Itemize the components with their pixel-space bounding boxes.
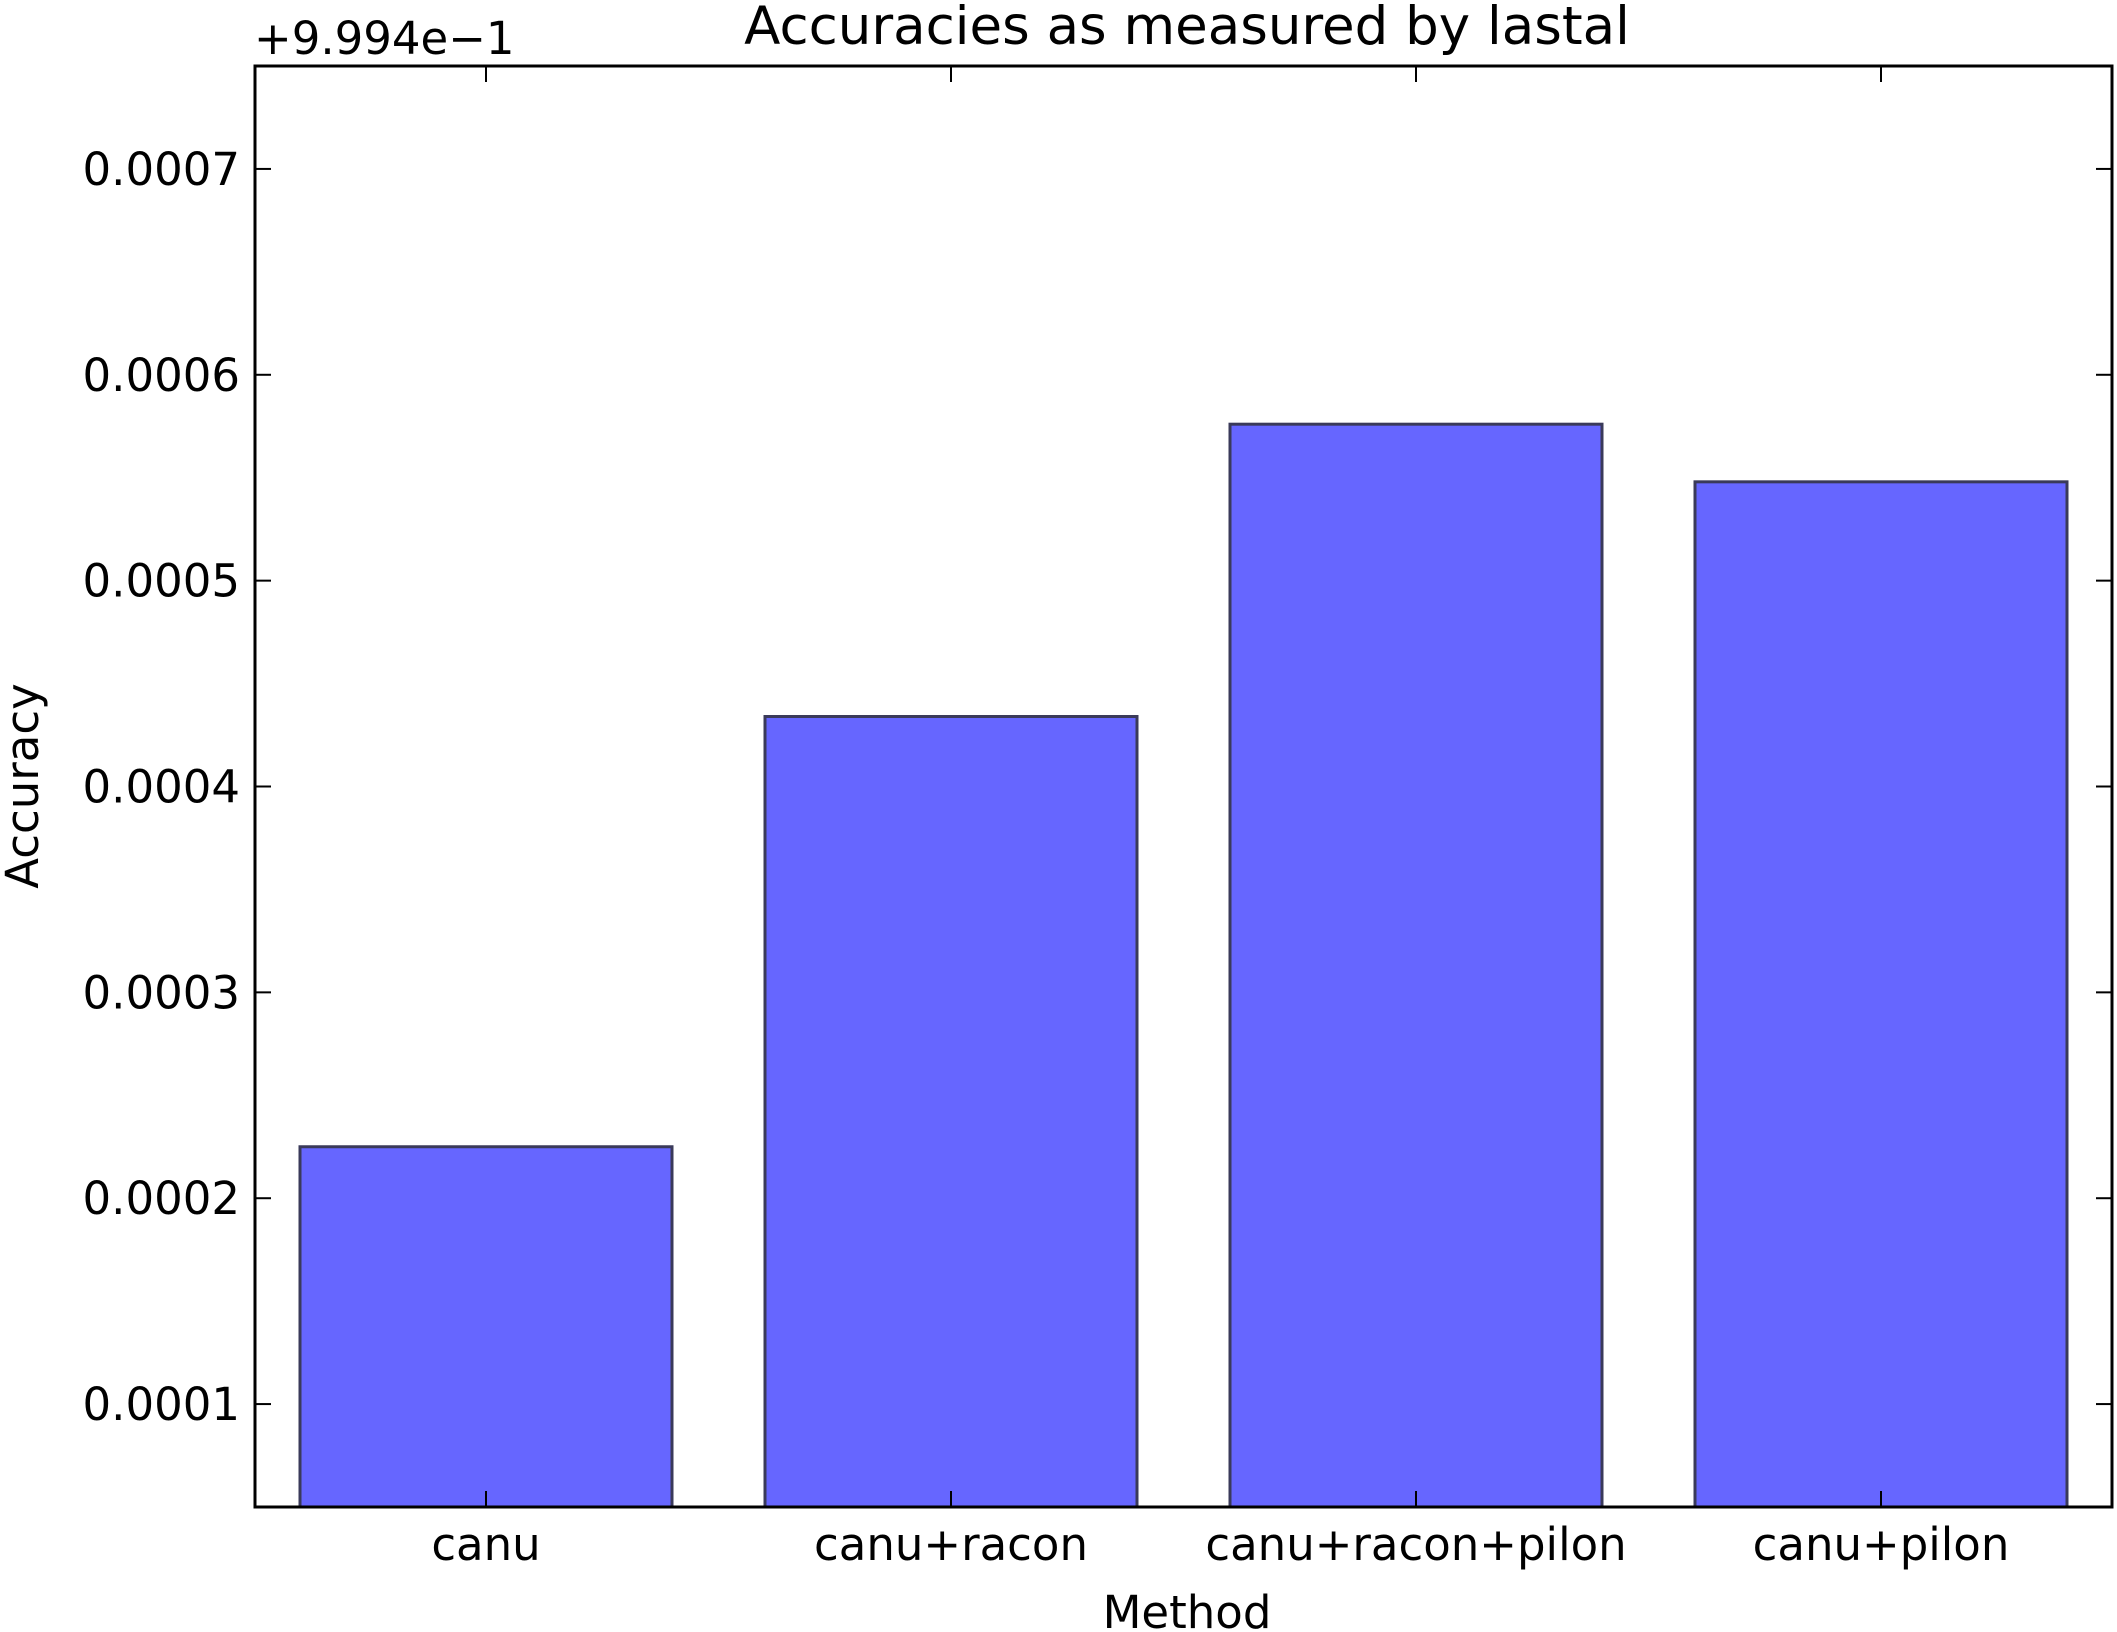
bar	[763, 715, 1139, 1509]
plot-frame	[253, 64, 2114, 1509]
x-axis-label: Method	[1103, 1586, 1272, 1632]
chart-title: Accuracies as measured by lastal	[744, 0, 1630, 57]
y-tick-label: 0.0007	[83, 143, 240, 196]
y-tick-label: 0.0006	[83, 349, 240, 402]
y-axis-label: Accuracy	[0, 683, 49, 888]
y-tick-label: 0.0001	[83, 1378, 240, 1431]
x-tick-label: canu+pilon	[1753, 1518, 2010, 1571]
ticks-group	[255, 66, 2112, 1507]
y-tick-labels: 0.0001 0.0002 0.0003 0.0004 0.0005 0.0006 0.00…	[83, 143, 240, 1431]
x-tick-labels: canu canu+racon canu+racon+pilon canu+pilon	[431, 1518, 2009, 1571]
bar	[1693, 480, 2069, 1509]
bar	[1228, 422, 1604, 1509]
x-tick-label: canu+racon+pilon	[1205, 1518, 1626, 1571]
y-tick-label: 0.0005	[83, 555, 240, 608]
x-tick-label: canu	[431, 1518, 540, 1571]
y-tick-label: 0.0004	[83, 761, 240, 814]
y-axis-offset-label: +9.994e−1	[254, 12, 515, 65]
y-tick-label: 0.0002	[83, 1172, 240, 1225]
x-tick-label: canu+racon	[814, 1518, 1088, 1571]
bar	[298, 1145, 674, 1509]
bars-group	[298, 422, 2069, 1509]
y-tick-label: 0.0003	[83, 966, 240, 1019]
